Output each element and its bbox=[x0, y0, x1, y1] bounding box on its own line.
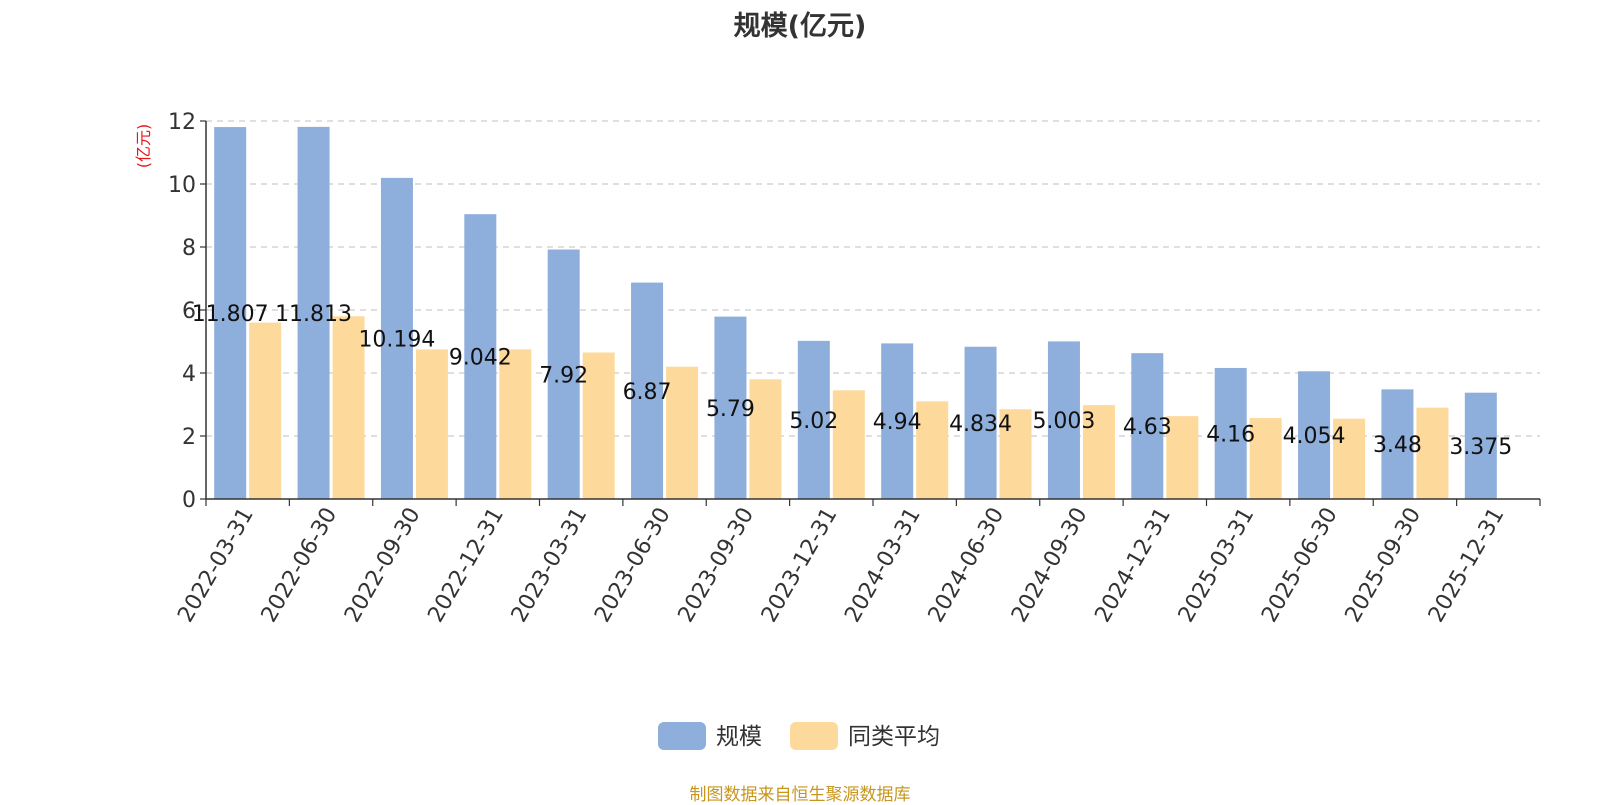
bar-peer-average[interactable] bbox=[1249, 418, 1282, 499]
data-label: 5.02 bbox=[789, 409, 838, 434]
bar-scale[interactable] bbox=[1047, 341, 1080, 499]
y-axis-title: (亿元) bbox=[134, 124, 153, 169]
x-tick-label: 2023-12-31 bbox=[757, 504, 843, 627]
x-tick-label: 2022-12-31 bbox=[423, 504, 509, 627]
bar-scale[interactable] bbox=[1464, 392, 1497, 499]
y-tick-label: 10 bbox=[168, 173, 196, 198]
data-label: 10.194 bbox=[358, 327, 435, 352]
bar-scale[interactable] bbox=[797, 340, 830, 499]
axes: 0246810122022-03-312022-06-302022-09-302… bbox=[168, 110, 1541, 627]
bar-scale[interactable] bbox=[964, 346, 997, 499]
x-tick-label: 2025-09-30 bbox=[1341, 504, 1427, 627]
bar-scale[interactable] bbox=[464, 214, 497, 499]
x-tick-label: 2022-09-30 bbox=[340, 504, 426, 627]
bar-peer-average[interactable] bbox=[999, 409, 1032, 499]
chart-title: 规模(亿元) bbox=[733, 11, 867, 42]
x-tick-label: 2024-12-31 bbox=[1090, 504, 1176, 627]
source-note: 制图数据来自恒生聚源数据库 bbox=[689, 785, 911, 805]
legend-label-scale[interactable]: 规模 bbox=[716, 724, 762, 750]
bar-peer-average[interactable] bbox=[666, 366, 699, 499]
legend-swatch-peer-average[interactable] bbox=[790, 722, 838, 750]
y-tick-label: 2 bbox=[182, 425, 196, 450]
y-tick-label: 6 bbox=[182, 299, 196, 324]
bar-peer-average[interactable] bbox=[916, 401, 949, 499]
bar-peer-average[interactable] bbox=[499, 349, 532, 499]
data-label: 9.042 bbox=[449, 346, 512, 371]
bar-scale[interactable] bbox=[1131, 353, 1164, 499]
data-label: 4.054 bbox=[1283, 424, 1346, 449]
bar-scale[interactable] bbox=[214, 127, 247, 499]
bar-peer-average[interactable] bbox=[249, 322, 282, 499]
data-label: 5.79 bbox=[706, 397, 755, 422]
x-tick-label: 2025-12-31 bbox=[1424, 504, 1510, 627]
legend-label-peer-average[interactable]: 同类平均 bbox=[848, 724, 940, 750]
y-tick-label: 12 bbox=[168, 110, 196, 135]
x-tick-label: 2024-03-31 bbox=[840, 504, 926, 627]
x-tick-label: 2022-03-31 bbox=[173, 504, 259, 627]
data-label: 6.87 bbox=[623, 380, 672, 405]
bar-peer-average[interactable] bbox=[332, 316, 365, 499]
data-label: 4.63 bbox=[1123, 415, 1172, 440]
bar-scale[interactable] bbox=[380, 177, 413, 499]
bar-peer-average[interactable] bbox=[832, 390, 865, 499]
bars bbox=[214, 126, 1497, 499]
bar-peer-average[interactable] bbox=[582, 352, 615, 499]
data-label: 4.16 bbox=[1206, 422, 1255, 447]
bar-scale[interactable] bbox=[881, 343, 914, 499]
data-label: 3.48 bbox=[1373, 433, 1422, 458]
x-tick-label: 2023-09-30 bbox=[674, 504, 760, 627]
legend[interactable]: 规模 同类平均 bbox=[658, 722, 940, 750]
x-tick-label: 2025-03-31 bbox=[1174, 504, 1260, 627]
data-label: 5.003 bbox=[1032, 409, 1095, 434]
bar-scale[interactable] bbox=[1381, 389, 1414, 499]
data-label: 7.92 bbox=[539, 363, 588, 388]
x-tick-label: 2025-06-30 bbox=[1257, 504, 1343, 627]
x-tick-label: 2024-06-30 bbox=[924, 504, 1010, 627]
bar-peer-average[interactable] bbox=[1416, 407, 1449, 499]
data-label: 11.813 bbox=[275, 302, 352, 327]
bar-peer-average[interactable] bbox=[1333, 418, 1366, 499]
bar-scale[interactable] bbox=[297, 126, 330, 499]
bar-scale[interactable] bbox=[714, 316, 747, 499]
bar-peer-average[interactable] bbox=[415, 349, 448, 499]
bar-peer-average[interactable] bbox=[1082, 405, 1115, 499]
y-tick-label: 4 bbox=[182, 362, 196, 387]
x-tick-label: 2022-06-30 bbox=[257, 504, 343, 627]
data-label: 3.375 bbox=[1449, 435, 1512, 460]
y-tick-label: 8 bbox=[182, 236, 196, 261]
legend-swatch-scale[interactable] bbox=[658, 722, 706, 750]
bar-scale[interactable] bbox=[1214, 367, 1247, 499]
data-label: 4.94 bbox=[873, 410, 922, 435]
x-tick-label: 2023-03-31 bbox=[507, 504, 593, 627]
bar-peer-average[interactable] bbox=[1166, 416, 1199, 499]
y-tick-label: 0 bbox=[182, 488, 196, 513]
data-label: 4.834 bbox=[949, 412, 1012, 437]
data-label: 11.807 bbox=[192, 302, 269, 327]
x-tick-label: 2023-06-30 bbox=[590, 504, 676, 627]
bar-peer-average[interactable] bbox=[749, 379, 782, 499]
x-tick-label: 2024-09-30 bbox=[1007, 504, 1093, 627]
bar-scale[interactable] bbox=[631, 282, 664, 499]
bar-scale[interactable] bbox=[1298, 371, 1331, 499]
bar-scale[interactable] bbox=[547, 249, 580, 499]
